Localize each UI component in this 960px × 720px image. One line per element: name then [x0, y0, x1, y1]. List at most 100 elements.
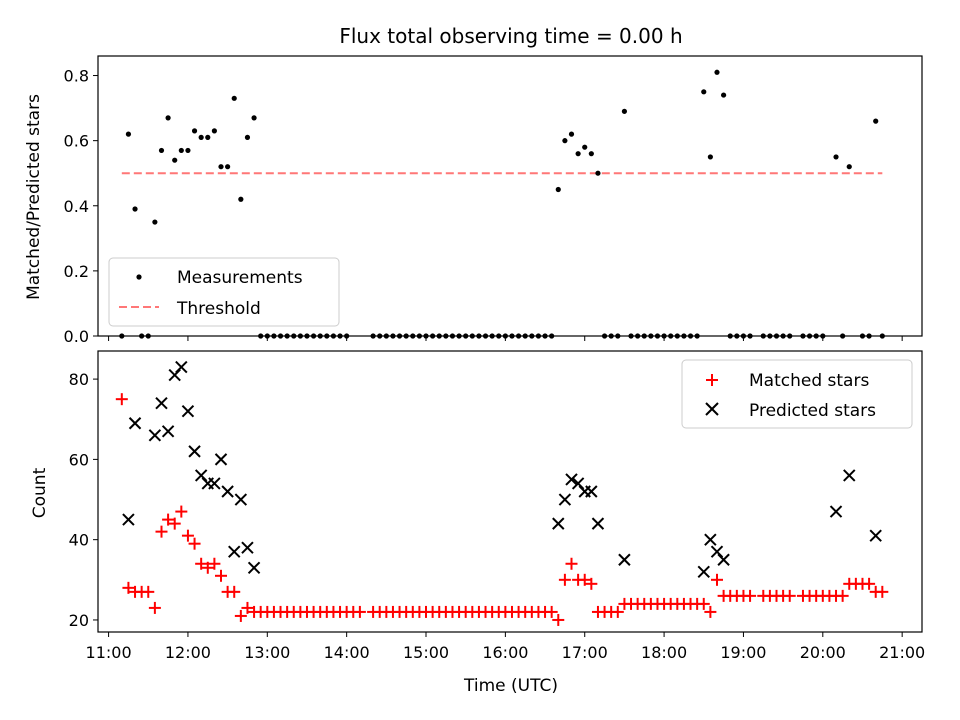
x-tick-label: 15:00: [403, 643, 449, 662]
predicted-point: [558, 493, 572, 506]
predicted-point: [208, 477, 221, 490]
matched-point: [836, 589, 849, 602]
measurement-point: [165, 115, 171, 121]
count-y-tick-label: 60: [69, 450, 89, 469]
matched-point: [744, 589, 757, 602]
legend-threshold-label: Threshold: [176, 299, 261, 319]
measurement-point: [158, 147, 165, 154]
measurement-point: [555, 186, 561, 193]
measurement-point: [707, 154, 713, 160]
predicted-point: [717, 553, 730, 566]
measurement-point: [244, 134, 251, 140]
matched-point: [142, 585, 155, 598]
matched-point: [863, 577, 876, 590]
matched-point: [783, 589, 796, 602]
measurement-point: [621, 108, 628, 114]
matched-point: [611, 605, 624, 618]
x-tick-label: 19:00: [720, 643, 766, 662]
ratio-plot-frame: [97, 55, 923, 337]
count-legend-box: [681, 359, 913, 429]
ratio-legend: Measurements Threshold: [108, 257, 340, 327]
predicted-point: [241, 541, 254, 554]
matched-point: [181, 529, 194, 542]
matched-point: [697, 597, 710, 610]
predicted-point: [148, 429, 162, 442]
measurement-point: [218, 164, 224, 170]
chart-title: Flux total observing time = 0.00 h: [339, 24, 682, 48]
predicted-point: [843, 469, 856, 482]
predicted-point: [122, 513, 135, 526]
ratio-y-tick-label: 0.8: [64, 67, 89, 86]
legend-measurements-marker: [136, 274, 142, 280]
x-tick-label: 14:00: [324, 643, 370, 662]
matched-point: [552, 613, 565, 626]
x-tick-label: 12:00: [165, 643, 211, 662]
measurement-point: [185, 147, 191, 154]
matched-point: [234, 609, 247, 622]
matched-point: [704, 605, 717, 618]
measurement-point: [582, 144, 588, 150]
count-y-tick-label: 40: [69, 531, 89, 550]
matched-point: [155, 525, 168, 538]
legend-measurements-label: Measurements: [177, 268, 303, 288]
matched-point: [188, 537, 201, 550]
predicted-point: [175, 360, 188, 374]
matched-point: [228, 585, 241, 598]
measurement-point: [575, 151, 581, 157]
predicted-point: [228, 545, 241, 558]
predicted-point: [168, 368, 181, 382]
matched-point: [201, 561, 214, 574]
legend-predicted-marker: [705, 402, 719, 416]
predicted-point: [704, 533, 717, 546]
ratio-y-tick-label: 0.4: [64, 197, 89, 216]
ratio-legend-box: [108, 257, 340, 327]
measurement-point: [198, 134, 204, 140]
measurement-point: [846, 164, 852, 170]
legend-predicted-label: Predicted stars: [749, 401, 876, 421]
predicted-point: [221, 485, 234, 498]
ratio-y-tick-label: 0.0: [64, 327, 89, 346]
matched-point: [565, 557, 578, 570]
x-tick-label: 11:00: [86, 643, 132, 662]
ratio-y-tick-label: 0.2: [64, 262, 89, 281]
count-y-tick-label: 20: [69, 611, 89, 630]
count-y-tick-label: 80: [69, 370, 89, 389]
measurement-point: [588, 151, 594, 157]
predicted-point: [710, 545, 724, 558]
measurement-point: [562, 138, 568, 144]
matched-point: [208, 557, 221, 570]
measurement-point: [701, 89, 707, 95]
matched-point: [710, 573, 723, 586]
matched-point: [241, 601, 254, 614]
matched-point: [876, 585, 889, 598]
matched-point: [545, 605, 558, 618]
matched-point: [195, 557, 208, 570]
matched-point: [122, 581, 135, 594]
measurement-point: [251, 115, 257, 121]
predicted-point: [697, 565, 710, 578]
matched-point: [585, 577, 598, 590]
measurement-point: [721, 92, 727, 98]
y-axis-label-count: Count: [30, 467, 50, 518]
matched-point: [215, 569, 228, 582]
predicted-point: [155, 396, 168, 410]
count-plot-frame: [97, 350, 923, 633]
measurement-point: [833, 154, 839, 160]
measurement-point: [568, 131, 575, 137]
predicted-point: [552, 517, 565, 530]
measurement-point: [238, 196, 244, 202]
predicted-point: [869, 529, 882, 542]
measurement-point: [595, 170, 601, 176]
predicted-point: [181, 405, 195, 418]
measurement-point: [205, 134, 211, 140]
measurement-point: [152, 219, 158, 225]
matched-point: [578, 573, 591, 586]
measurement-point: [873, 118, 879, 124]
measurement-point: [714, 69, 720, 75]
predicted-point: [585, 485, 598, 498]
predicted-point: [247, 561, 261, 574]
count-panel: Count Time (UTC) 20 40 60 80 11:00 12:00 13:00…: [30, 350, 925, 696]
predicted-point: [234, 493, 248, 506]
matched-point: [175, 505, 188, 518]
